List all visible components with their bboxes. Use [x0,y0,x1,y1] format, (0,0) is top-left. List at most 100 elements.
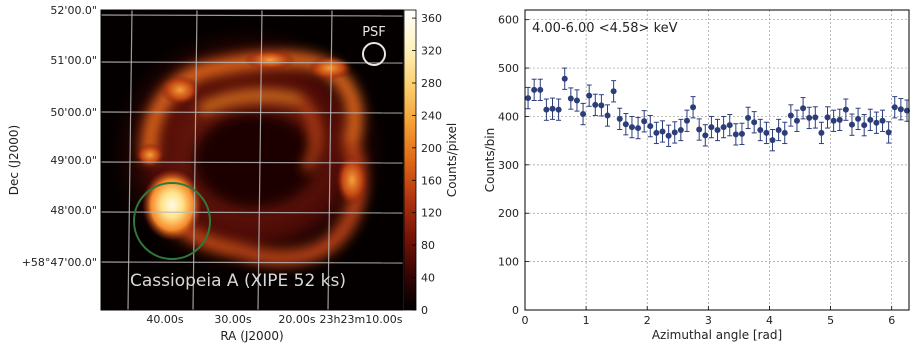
grid-line-ra [192,10,198,310]
dec-tick-label: 51'00.0" [50,54,97,67]
grid-line-dec [101,61,403,64]
data-point [659,128,666,135]
dec-tick-label: +58°47'00.0" [22,256,97,269]
y-tick-label: 300 [498,159,519,172]
ra-tick-label: 23h23m10.00s [320,313,403,326]
data-point [824,114,831,121]
y-tick-label: 200 [498,207,519,220]
knot-n [244,50,296,70]
colorbar-tick-label: 160 [421,174,442,187]
data-point [812,114,819,121]
data-point [769,137,776,144]
psf-label: PSF [362,25,386,40]
data-point [793,117,800,124]
data-point [641,118,648,125]
data-point [543,106,550,113]
y-tick-label: 500 [498,62,519,75]
knot-e [336,154,368,206]
colorbar-tick-label: 360 [421,12,442,25]
y-tick-label: 100 [498,256,519,269]
y-tick-label: 600 [498,14,519,27]
colorbar-tick-label: 40 [421,272,435,285]
data-point [855,115,862,122]
data-point [616,115,623,122]
data-point [573,97,580,104]
grid-line-dec [101,261,403,264]
ra-axis-label: RA (J2000) [220,329,283,343]
x-tick-label: 4 [766,314,773,327]
data-point [610,88,617,95]
grid-line-dec [101,161,403,164]
data-point [683,117,690,124]
data-point [745,114,752,121]
data-point [549,105,556,112]
data-point [555,106,562,113]
data-point [604,112,611,119]
data-point [787,112,794,119]
data-point [531,86,538,93]
remnant-cavity [193,112,317,208]
data-point [586,92,593,99]
data-point [891,104,898,111]
data-point [861,122,868,129]
data-point [903,107,910,114]
data-point [873,119,880,126]
dec-tick-label: 48'00.0" [50,204,97,217]
y-tick-label: 0 [512,304,519,317]
data-point [677,127,684,133]
x-tick-labels: 0 1 2 3 4 5 6 [522,314,896,327]
data-point [525,95,532,102]
data-point [622,121,629,128]
knot-nw [160,75,200,105]
grid-line-dec [101,14,403,17]
knot-ne [308,56,352,80]
plot-area [524,9,910,311]
x-tick-label: 3 [705,314,712,327]
x-tick-label: 5 [827,314,834,327]
data-point [592,101,599,108]
data-point [842,106,849,113]
data-points [525,67,910,152]
colorbar-tick-label: 0 [421,304,428,317]
grid-line-ra [257,10,263,310]
modulation-chart: 0 1 2 3 4 5 6 0 100 200 300 400 500 600 4.00-6.00 <4… [483,9,910,342]
dec-tick-label: 52'00.0" [50,4,97,17]
data-point [671,129,678,136]
data-point [567,95,574,102]
image-frame [100,9,404,311]
y-tick-label: 400 [498,110,519,123]
data-point [800,105,807,112]
colorbar-tick-label: 280 [421,77,442,90]
data-point [665,132,672,139]
data-point [561,75,568,82]
colorbar [403,9,417,311]
data-point [714,127,721,133]
grid-line-dec [101,211,403,214]
sky-image-panel: PSF Cassiopeia A (XIPE 52 ks) 40.00s 30.… [7,4,459,343]
data-point [720,124,727,131]
ra-tick-labels: 40.00s 30.00s 20.00s 23h23m10.00s [146,313,402,326]
x-axis-label: Azimuthal angle [rad] [652,328,782,342]
psf-circle [362,42,386,66]
colorbar-tick-label: 240 [421,109,442,122]
data-point [751,119,758,126]
data-point [830,117,837,124]
plot-grid [524,10,909,311]
x-tick-label: 6 [888,314,895,327]
grid-line-dec [101,111,403,114]
colorbar-tick-label: 120 [421,207,442,220]
y-axis-label: Counts/bin [483,128,497,193]
data-point [757,127,764,133]
colorbar-tick-label: 320 [421,45,442,58]
dec-tick-label: 49'00.0" [50,154,97,167]
bright-knot-sw [142,169,202,241]
x-tick-label: 1 [583,314,590,327]
data-point [726,122,733,129]
plot-frame [524,9,910,311]
y-tick-labels: 0 100 200 300 400 500 600 [498,14,519,317]
energy-annotation: 4.00-6.00 <4.58> keV [532,21,678,36]
data-point [702,132,709,139]
data-point [732,131,739,138]
dec-tick-labels: 52'00.0" 51'00.0" 50'00.0" 49'00.0" 48'0… [22,4,97,269]
